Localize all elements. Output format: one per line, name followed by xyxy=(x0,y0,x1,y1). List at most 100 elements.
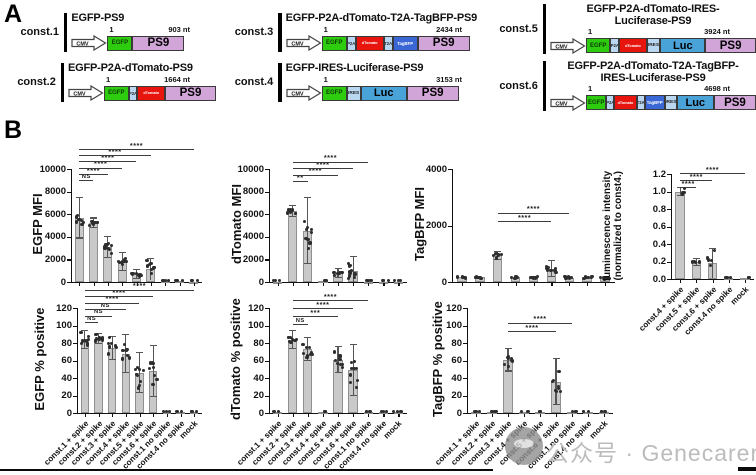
x-tick-mark xyxy=(587,283,589,287)
gene-box-tagbfp: TagBFP xyxy=(644,95,665,111)
construct-start-pos: 1 xyxy=(109,24,114,34)
y-tick-mark xyxy=(667,244,671,246)
scatter-dot xyxy=(125,353,129,357)
x-tick-mark xyxy=(179,283,181,287)
scatter-dot xyxy=(587,275,591,280)
error-bar-cap xyxy=(547,276,555,278)
significance-bracket xyxy=(292,181,308,183)
y-tick-mark xyxy=(265,169,269,171)
gene-box-t2a: T2A xyxy=(383,35,393,51)
scatter-dot xyxy=(124,348,128,352)
construct-start-pos: 1 xyxy=(323,74,328,84)
bar xyxy=(378,281,388,284)
construct-const.2: const.2 EGFP-P2A-dTomato-PS9 1 1664 nt CMV EG… xyxy=(16,62,217,102)
scatter-dot xyxy=(546,265,550,269)
scatter-dot xyxy=(557,387,561,391)
significance-label: NS xyxy=(87,315,97,322)
x-tick-mark xyxy=(322,414,325,418)
error-bar-cap xyxy=(108,359,116,361)
error-bar-cap xyxy=(304,359,312,362)
construct-length: 3153 nt xyxy=(436,74,462,84)
error-bar-cap xyxy=(304,197,312,199)
error-bar-cap xyxy=(108,336,116,338)
scatter-dot xyxy=(530,275,534,279)
significance-bracket xyxy=(292,174,338,176)
scatter-dot xyxy=(563,274,567,279)
scatter-dot xyxy=(603,276,607,280)
panel-a-label: A xyxy=(4,0,23,28)
y-tick-label: 100 xyxy=(56,320,72,331)
x-tick-mark xyxy=(479,283,482,287)
construct-start-pos: 1 xyxy=(588,84,593,94)
scatter-dot xyxy=(332,350,337,354)
significance-label: **** xyxy=(108,147,122,156)
scatter-dot xyxy=(278,278,282,283)
construct-coords: 1 903 nt xyxy=(71,25,216,35)
scatter-dot xyxy=(549,269,553,273)
x-tick-mark xyxy=(338,283,340,287)
scatter-dot xyxy=(180,409,184,414)
x-tick-mark xyxy=(194,414,196,418)
scatter-dot xyxy=(706,256,710,260)
scatter-dot xyxy=(477,409,481,414)
scatter-dot xyxy=(348,373,352,377)
y-tick-label: 0 xyxy=(456,407,462,419)
scatter-dot xyxy=(335,272,340,276)
construct-coords: 1 3924 nt xyxy=(550,27,756,37)
y-tick-label: 40 xyxy=(451,372,462,384)
construct-length: 4698 nt xyxy=(704,84,730,94)
significance-bracket xyxy=(79,149,194,151)
gene-box-egfp: EGFP xyxy=(321,85,347,101)
significance-label: NS xyxy=(100,302,110,309)
scatter-dot xyxy=(709,258,713,262)
gene-box-ps9: PS9 xyxy=(406,85,459,101)
scatter-dot xyxy=(690,260,694,264)
scatter-dot xyxy=(79,330,83,335)
x-tick-mark xyxy=(277,414,279,418)
scatter-dot xyxy=(604,276,608,281)
scatter-dot xyxy=(139,273,143,277)
error-bar-cap xyxy=(90,217,97,219)
y-axis-label: TagBFP % positive xyxy=(429,300,445,417)
gene-box-ps9: PS9 xyxy=(705,38,756,54)
error-bar-cap xyxy=(118,270,126,272)
scatter-dot xyxy=(136,273,141,277)
scatter-dot xyxy=(79,342,83,346)
scatter-dot xyxy=(697,260,701,264)
scatter-dot xyxy=(350,366,354,370)
scatter-dot xyxy=(380,409,384,414)
x-tick-mark xyxy=(193,283,196,287)
scatter-dot xyxy=(558,389,563,393)
panel-b-label: B xyxy=(4,116,23,144)
y-tick-label: 20 xyxy=(61,390,72,401)
y-tick-label: 1.0 xyxy=(652,186,666,197)
bar xyxy=(80,339,90,413)
svg-text:CMV: CMV xyxy=(291,41,304,47)
scatter-dot xyxy=(305,354,310,358)
y-tick-label: 40 xyxy=(253,372,264,384)
error-bar xyxy=(711,248,714,279)
y-tick-mark xyxy=(463,308,467,310)
construct-length: 1664 nt xyxy=(164,74,190,84)
scatter-dot xyxy=(108,247,112,251)
x-tick-mark xyxy=(398,414,400,418)
scatter-dot xyxy=(189,409,193,414)
y-tick-mark xyxy=(265,282,269,284)
construct-content: EGFP-P2A-dTomato-IRES- Luciferase-PS9 1 39… xyxy=(546,3,756,54)
scatter-dot xyxy=(386,278,390,283)
y-tick-label: 0 xyxy=(258,276,264,288)
cmv-promoter-arrow: CMV xyxy=(550,94,586,111)
y-tick-mark xyxy=(73,325,77,327)
y-tick-mark xyxy=(265,413,269,415)
scatter-dot xyxy=(133,367,137,371)
construct-coords: 1 4698 nt xyxy=(550,84,756,94)
scatter-dot xyxy=(323,278,327,283)
error-bar xyxy=(307,337,309,361)
significance-bracket xyxy=(79,155,151,157)
y-tick-mark xyxy=(265,325,269,327)
construct-divider xyxy=(542,4,546,55)
significance-bracket xyxy=(292,300,369,302)
y-axis xyxy=(451,169,453,283)
y-tick-label: 4000 xyxy=(242,231,264,243)
error-bar-cap xyxy=(104,235,112,237)
